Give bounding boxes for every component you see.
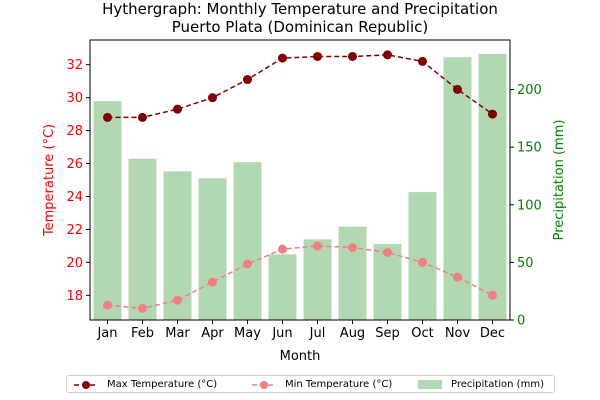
right-y-tick-label: 150 (517, 141, 542, 156)
precipitation-bar (408, 192, 437, 320)
min-temperature-point (173, 295, 182, 305)
right-y-tick-label: 200 (517, 83, 542, 98)
x-tick-label: Feb (131, 326, 154, 341)
max-temperature-point (383, 50, 392, 60)
min-temperature-point (278, 244, 287, 254)
precipitation-bar (478, 53, 507, 321)
x-tick-label: May (234, 326, 261, 341)
max-temperature-point (278, 53, 287, 63)
right-y-tick-label: 50 (517, 256, 534, 271)
min-temperature-point (348, 243, 357, 253)
left-y-tick-label: 26 (66, 157, 83, 172)
max-temperature-line (107, 54, 493, 119)
min-temperature-point (383, 247, 392, 257)
left-y-tick-label: 30 (66, 91, 83, 106)
legend-label-max-temperature: Max Temperature (°C) (107, 379, 218, 390)
x-axis: Jan Feb Mar Apr May Jun Jul Aug Sep Oct Nov Dec (96, 320, 505, 341)
precipitation-bar (198, 178, 227, 320)
min-temperature-point (103, 300, 112, 310)
chart-title: Hythergraph: Monthly Temperature and Pre… (102, 0, 498, 18)
x-tick-label: Jul (309, 326, 326, 341)
chart-subtitle: Puerto Plata (Dominican Republic) (172, 18, 428, 36)
precipitation-bar (93, 101, 122, 320)
min-temperature-point (453, 272, 462, 282)
left-y-axis: 18 20 22 24 26 28 30 32 (66, 58, 90, 304)
plot-frame (89, 39, 511, 321)
max-temperature-point (453, 84, 462, 94)
legend-label-precipitation: Precipitation (mm) (451, 379, 544, 390)
precipitation-bar (128, 158, 157, 320)
max-temperature-point (418, 56, 427, 66)
x-tick-label: Jan (96, 326, 117, 341)
left-y-axis-label: Temperature (°C) (42, 124, 57, 237)
legend-label-min-temperature: Min Temperature (°C) (285, 379, 393, 390)
plot-border (89, 39, 511, 321)
x-tick-label: Nov (445, 326, 471, 341)
left-y-tick-label: 28 (66, 124, 83, 139)
precipitation-bar (233, 162, 262, 320)
right-y-axis: 0 50 100 150 200 (510, 83, 542, 329)
max-temperature-point (488, 109, 497, 119)
max-temperature-point (173, 104, 182, 114)
left-y-tick-label: 22 (66, 223, 83, 238)
precipitation-bar (268, 254, 297, 320)
chart-legend: Max Temperature (°C) Min Temperature (°C… (66, 375, 555, 393)
x-tick-label: Apr (201, 326, 224, 341)
max-temperature-point (313, 51, 322, 61)
max-temperature-point (138, 112, 147, 122)
max-temperature-point (208, 93, 217, 103)
x-tick-label: Dec (480, 326, 505, 341)
x-tick-label: Sep (375, 326, 400, 341)
min-temperature-point (243, 259, 252, 269)
min-temperature-point (488, 290, 497, 300)
max-temperature-point (103, 112, 112, 122)
right-y-tick-label: 0 (517, 314, 525, 329)
temperature-lines (103, 50, 497, 313)
min-temperature-point (418, 257, 427, 267)
right-y-axis-label: Precipitation (mm) (552, 120, 567, 241)
max-temperature-point (243, 75, 252, 85)
x-axis-label: Month (280, 349, 321, 364)
x-tick-label: Aug (340, 326, 365, 341)
x-tick-label: Oct (411, 326, 433, 341)
legend-key-max-temperature (74, 381, 98, 389)
left-y-tick-label: 20 (66, 256, 83, 271)
x-tick-label: Jun (271, 326, 292, 341)
precipitation-bar (303, 239, 332, 320)
x-tick-label: Mar (165, 326, 190, 341)
left-y-tick-label: 24 (66, 190, 83, 205)
left-y-tick-label: 32 (66, 58, 83, 73)
min-temperature-point (208, 277, 217, 287)
left-y-tick-label: 18 (66, 289, 83, 304)
precipitation-bars (93, 53, 507, 321)
precipitation-bar (338, 226, 367, 320)
legend-key-min-temperature (252, 381, 276, 389)
min-temperature-point (138, 303, 147, 313)
min-temperature-point (313, 241, 322, 251)
right-y-tick-label: 100 (517, 198, 542, 213)
legend-key-precipitation (418, 380, 442, 389)
max-temperature-point (348, 51, 357, 61)
min-temperature-line (107, 245, 493, 310)
